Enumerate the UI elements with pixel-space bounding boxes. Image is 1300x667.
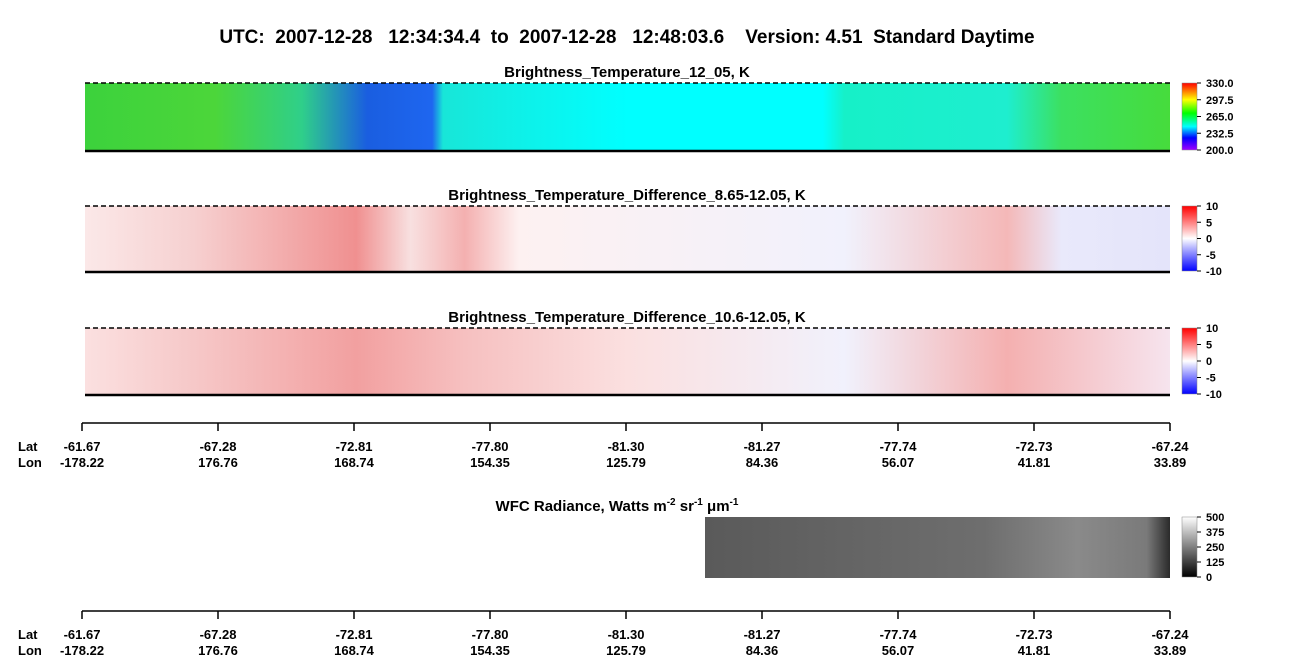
lat-label: -72.73 (1016, 439, 1053, 454)
lat-label: -77.74 (880, 439, 918, 454)
lat-label: -67.24 (1152, 627, 1190, 642)
panel-title: Brightness_Temperature_12_05, K (504, 64, 750, 81)
colorbar-label: 0 (1206, 356, 1212, 368)
colorbar-label: 265.0 (1206, 112, 1234, 124)
lat-label: -77.80 (472, 627, 509, 642)
lat-label: -72.81 (336, 439, 373, 454)
lat-label: -67.28 (200, 627, 237, 642)
lon-label: -178.22 (60, 643, 104, 658)
colorbar-label: 500 (1206, 512, 1224, 524)
lat-label: -77.80 (472, 439, 509, 454)
axis-row-label: Lon (18, 643, 42, 658)
panel-image (85, 328, 1170, 395)
lat-label: -81.30 (608, 439, 645, 454)
colorbar-label: 10 (1206, 201, 1218, 213)
colorbar-label: 0 (1206, 234, 1212, 246)
colorbar-label: 200.0 (1206, 145, 1234, 157)
colorbar-label: 10 (1206, 323, 1218, 335)
axis-row-label: Lon (18, 455, 42, 470)
axis-row-label: Lat (18, 627, 38, 642)
lat-label: -72.81 (336, 627, 373, 642)
colorbar-label: 0 (1206, 572, 1212, 584)
lat-label: -61.67 (64, 627, 101, 642)
lon-label: 176.76 (198, 455, 238, 470)
lon-label: 176.76 (198, 643, 238, 658)
colorbar-label: 330.0 (1206, 78, 1234, 90)
panel-image (85, 206, 1170, 272)
wfc-title-part: -1 (730, 497, 739, 508)
wfc-title: WFC Radiance, Watts m-2 sr-1 μm-1 (496, 497, 739, 515)
lon-label: 154.35 (470, 455, 510, 470)
colorbar-label: 232.5 (1206, 128, 1234, 140)
panel-image (85, 83, 1170, 151)
wfc-title-part: -1 (694, 497, 703, 508)
colorbar-label: 5 (1206, 340, 1212, 352)
wfc-title-part: sr (676, 498, 695, 515)
panel-title: Brightness_Temperature_Difference_8.65-1… (448, 187, 806, 204)
colorbar (1181, 327, 1198, 395)
lon-label: 154.35 (470, 643, 510, 658)
colorbar (1181, 205, 1198, 272)
lon-label: 168.74 (334, 643, 375, 658)
panel-title: Brightness_Temperature_Difference_10.6-1… (448, 309, 806, 326)
lon-label: 125.79 (606, 455, 646, 470)
axis-row-label: Lat (18, 439, 38, 454)
lon-label: 168.74 (334, 455, 375, 470)
colorbar-label: 125 (1206, 557, 1224, 569)
lon-label: 33.89 (1154, 455, 1187, 470)
lat-label: -72.73 (1016, 627, 1053, 642)
colorbar-label: 5 (1206, 217, 1212, 229)
lat-label: -67.24 (1152, 439, 1190, 454)
lon-label: 41.81 (1018, 643, 1051, 658)
lon-label: 56.07 (882, 455, 915, 470)
lat-label: -67.28 (200, 439, 237, 454)
colorbar-label: -10 (1206, 389, 1222, 401)
wfc-title-part: -2 (667, 497, 676, 508)
lat-label: -81.30 (608, 627, 645, 642)
lon-label: -178.22 (60, 455, 104, 470)
colorbar-label: 375 (1206, 527, 1224, 539)
colorbar-label: 250 (1206, 542, 1224, 554)
wfc-title-part: WFC Radiance, Watts m (496, 498, 667, 515)
lon-label: 41.81 (1018, 455, 1051, 470)
wfc-title-part: μm (703, 498, 730, 515)
wfc-image (705, 517, 1170, 578)
colorbar-label: -5 (1206, 373, 1216, 385)
colorbar (1181, 516, 1198, 578)
lat-label: -81.27 (744, 627, 781, 642)
lon-label: 84.36 (746, 643, 779, 658)
lat-label: -81.27 (744, 439, 781, 454)
lon-label: 125.79 (606, 643, 646, 658)
page-title: UTC: 2007-12-28 12:34:34.4 to 2007-12-28… (219, 27, 1034, 48)
lat-label: -61.67 (64, 439, 101, 454)
colorbar-label: -5 (1206, 250, 1216, 262)
colorbar (1181, 82, 1198, 151)
colorbar-label: -10 (1206, 266, 1222, 278)
colorbar-label: 297.5 (1206, 95, 1234, 107)
lon-label: 56.07 (882, 643, 915, 658)
lat-label: -77.74 (880, 627, 918, 642)
lon-label: 84.36 (746, 455, 779, 470)
lon-label: 33.89 (1154, 643, 1187, 658)
